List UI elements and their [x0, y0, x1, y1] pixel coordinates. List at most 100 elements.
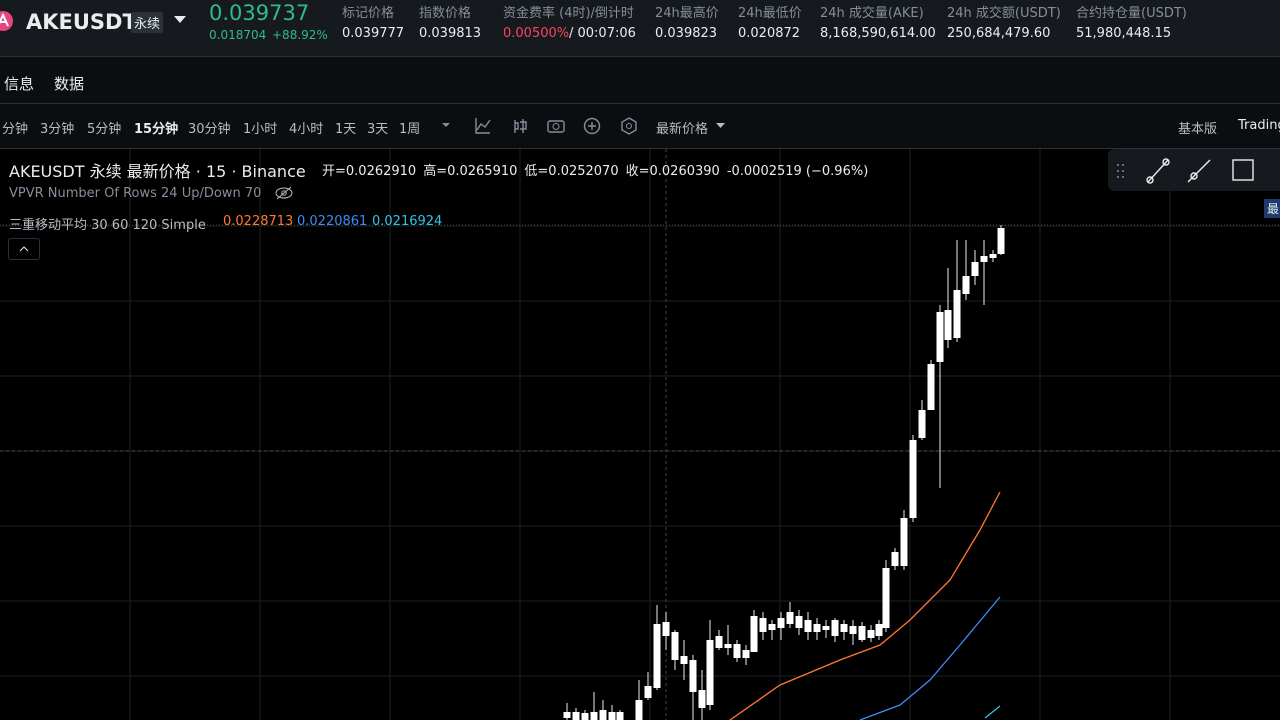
chart-toolbar: 最新价格 基本版 Trading 分钟 3分钟 5分钟 15分钟 30分钟 1小时 4小时 1…	[0, 104, 1280, 149]
candle-body	[724, 644, 732, 648]
coin-icon	[0, 11, 13, 31]
interval[interactable]: 1周	[399, 122, 421, 137]
candle-body	[936, 312, 944, 362]
price-type[interactable]: 最新价格	[656, 122, 709, 137]
candle-body	[882, 568, 890, 628]
interval[interactable]: 30分钟	[188, 122, 231, 137]
chart-area: AKEUSDT 永续 最新价格 · 15 · Binance 开=0.02629…	[0, 149, 1280, 720]
interval[interactable]: 4小时	[289, 122, 324, 137]
candle-body	[689, 660, 697, 692]
candle-body	[599, 710, 607, 720]
stat-label: 24h 成交额(USDT)	[947, 6, 1061, 21]
candle-body	[662, 622, 670, 636]
stat-value: 51,980,448.15	[1076, 26, 1172, 41]
last-price: 0.039737	[209, 1, 310, 25]
symbol[interactable]: AKEUSDT	[26, 10, 137, 34]
dropdown-arrow[interactable]	[174, 16, 186, 24]
candle-body	[777, 618, 785, 628]
stat-label: 24h最低价	[738, 6, 802, 21]
candle-body	[804, 620, 812, 632]
candle-body	[891, 552, 899, 566]
interval[interactable]: 3天	[367, 122, 389, 137]
candle-body	[980, 256, 988, 262]
candle-body	[989, 254, 997, 258]
candle-body	[944, 310, 952, 340]
ohlc-value: 收=0.0260390	[625, 164, 720, 179]
stat-value: 250,684,479.60	[947, 26, 1051, 41]
hide-icon[interactable]	[274, 185, 294, 201]
ma-value: 0.0220861	[297, 214, 368, 229]
change-pct: +88.92%	[272, 28, 328, 42]
candle-body	[608, 712, 616, 720]
candle-body	[698, 690, 706, 708]
ma-label: 三重移动平均 30 60 120 Simple	[9, 218, 206, 233]
candle-body	[733, 644, 741, 658]
tab[interactable]: 数据	[54, 75, 85, 93]
stat-value: 0.020872	[738, 26, 801, 41]
candle-body	[768, 624, 776, 630]
stat-value: 0.039777	[342, 26, 405, 41]
candles	[0, 149, 1280, 720]
candle-body	[840, 624, 848, 632]
stat-extra: / 00:07:06	[569, 26, 636, 41]
view-option[interactable]: 基本版	[1178, 122, 1218, 137]
candle-body	[671, 632, 679, 660]
candle-body	[680, 656, 688, 664]
candle-body	[759, 618, 767, 632]
candle-body	[822, 626, 830, 630]
candle-body	[831, 620, 839, 636]
candle-body	[953, 290, 961, 338]
interval[interactable]: 分钟	[2, 122, 29, 137]
legend-change: -0.0002519 (−0.96%)	[726, 164, 869, 179]
candle-body	[795, 616, 803, 628]
stat-value: 0.039823	[655, 26, 718, 41]
candle-body	[962, 276, 970, 294]
candle-body	[635, 700, 643, 720]
candle-body	[742, 650, 750, 658]
stat-label: 24h最高价	[655, 6, 719, 21]
price-scale-label: 最	[1264, 199, 1280, 218]
candle-body	[616, 712, 624, 720]
candle-body	[918, 410, 926, 438]
ohlc-value: 低=0.0252070	[524, 164, 619, 179]
stat-label: 24h 成交量(AKE)	[820, 6, 924, 21]
stat-label: 指数价格	[419, 6, 472, 21]
interval[interactable]: 15分钟	[134, 122, 179, 137]
candle-body	[849, 626, 857, 634]
candle-body	[563, 712, 571, 718]
interval[interactable]: 1小时	[243, 122, 278, 137]
ma-value: 0.0216924	[372, 214, 443, 229]
candle-body	[927, 364, 935, 410]
tab[interactable]: 信息	[4, 75, 35, 93]
candle-body	[909, 440, 917, 518]
stat-label: 标记价格	[342, 6, 395, 21]
candle-body	[867, 630, 875, 638]
candle-body	[750, 616, 758, 652]
interval[interactable]: 3分钟	[40, 122, 75, 137]
ma-value: 0.0228713	[223, 214, 294, 229]
candle-body	[786, 612, 794, 624]
candle-body	[572, 712, 580, 720]
stat-value: 0.039813	[419, 26, 482, 41]
interval[interactable]: 5分钟	[87, 122, 122, 137]
stat-value: 8,168,590,614.00	[820, 26, 936, 41]
candle-body	[997, 228, 1005, 254]
candle-body	[900, 518, 908, 566]
candle-body	[644, 686, 652, 698]
view-option[interactable]: Trading	[1238, 118, 1280, 133]
collapse-button[interactable]	[8, 238, 40, 260]
dropdown-arrow[interactable]	[716, 123, 725, 129]
change: 0.018704	[209, 28, 267, 42]
ohlc-value: 开=0.0262910	[322, 164, 417, 179]
toolbar-icons[interactable]	[440, 114, 640, 138]
drawing-tools[interactable]	[1108, 149, 1280, 191]
candle-body	[581, 713, 589, 720]
candle-body	[715, 636, 723, 648]
stat-label: 资金费率 (4时)/倒计时	[503, 6, 634, 21]
stat-label: 合约持仓量(USDT)	[1076, 6, 1187, 21]
interval[interactable]: 1天	[335, 122, 357, 137]
candle-body	[813, 624, 821, 632]
candle-body	[858, 626, 866, 640]
legend-title: AKEUSDT 永续 最新价格 · 15 · Binance	[9, 162, 306, 181]
ohlc-value: 高=0.0265910	[423, 164, 518, 179]
